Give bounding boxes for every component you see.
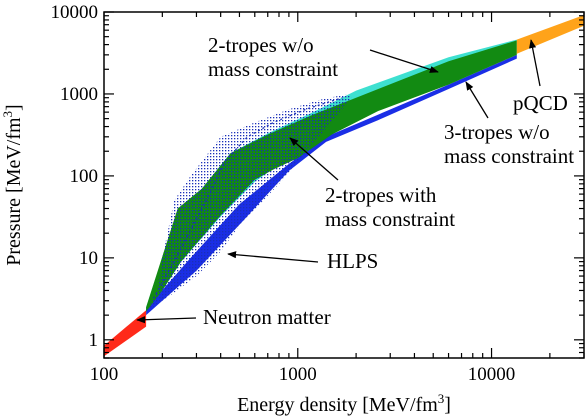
annot-pqcd: pQCD bbox=[513, 91, 568, 115]
band-pqcd bbox=[516, 15, 584, 54]
x-axis-label: Energy density [MeV/fm3] bbox=[237, 391, 451, 416]
y-tick-label: 100 bbox=[70, 166, 99, 187]
hlps-region bbox=[146, 94, 352, 312]
annot-two-tropes-with-line2: mass constraint bbox=[325, 207, 455, 231]
x-axis: 100 1000 10000 bbox=[90, 12, 585, 385]
annot-two-tropes-with-line1: 2-tropes with bbox=[325, 183, 437, 207]
annot-three-tropes-line1: 3-tropes w/o bbox=[444, 120, 550, 144]
annot-three-tropes-line2: mass constraint bbox=[444, 144, 574, 168]
annot-two-tropes-without-line1: 2-tropes w/o bbox=[208, 33, 314, 57]
plot-frame bbox=[103, 11, 585, 359]
y-tick-label: 1 bbox=[89, 330, 99, 351]
x-tick-label: 100 bbox=[90, 364, 119, 385]
arrow-two-tropes-without bbox=[369, 49, 439, 73]
y-tick-label: 10000 bbox=[51, 2, 99, 23]
x-tick-label: 10000 bbox=[468, 364, 516, 385]
arrow-hlps bbox=[227, 251, 319, 263]
arrow-pqcd bbox=[529, 39, 541, 87]
hlps-line bbox=[152, 97, 343, 299]
arrow-two-tropes-with bbox=[289, 137, 339, 181]
band-neutron-matter bbox=[104, 310, 147, 357]
y-axis-label: Pressure [MeV/fm3] bbox=[0, 104, 25, 265]
y-tick-label: 1000 bbox=[60, 84, 98, 105]
arrow-three-tropes bbox=[465, 81, 489, 119]
y-axis: 1 10 100 1000 10000 bbox=[51, 2, 584, 359]
arrow-neutron-matter bbox=[136, 316, 197, 324]
y-tick-label: 10 bbox=[79, 248, 98, 269]
annot-two-tropes-without-line2: mass constraint bbox=[208, 57, 338, 81]
x-tick-label: 1000 bbox=[279, 364, 317, 385]
annot-hlps: HLPS bbox=[327, 249, 378, 273]
annot-neutron-matter: Neutron matter bbox=[203, 305, 331, 329]
annotations: 2-tropes w/o mass constraint 3-tropes w/… bbox=[136, 33, 574, 329]
